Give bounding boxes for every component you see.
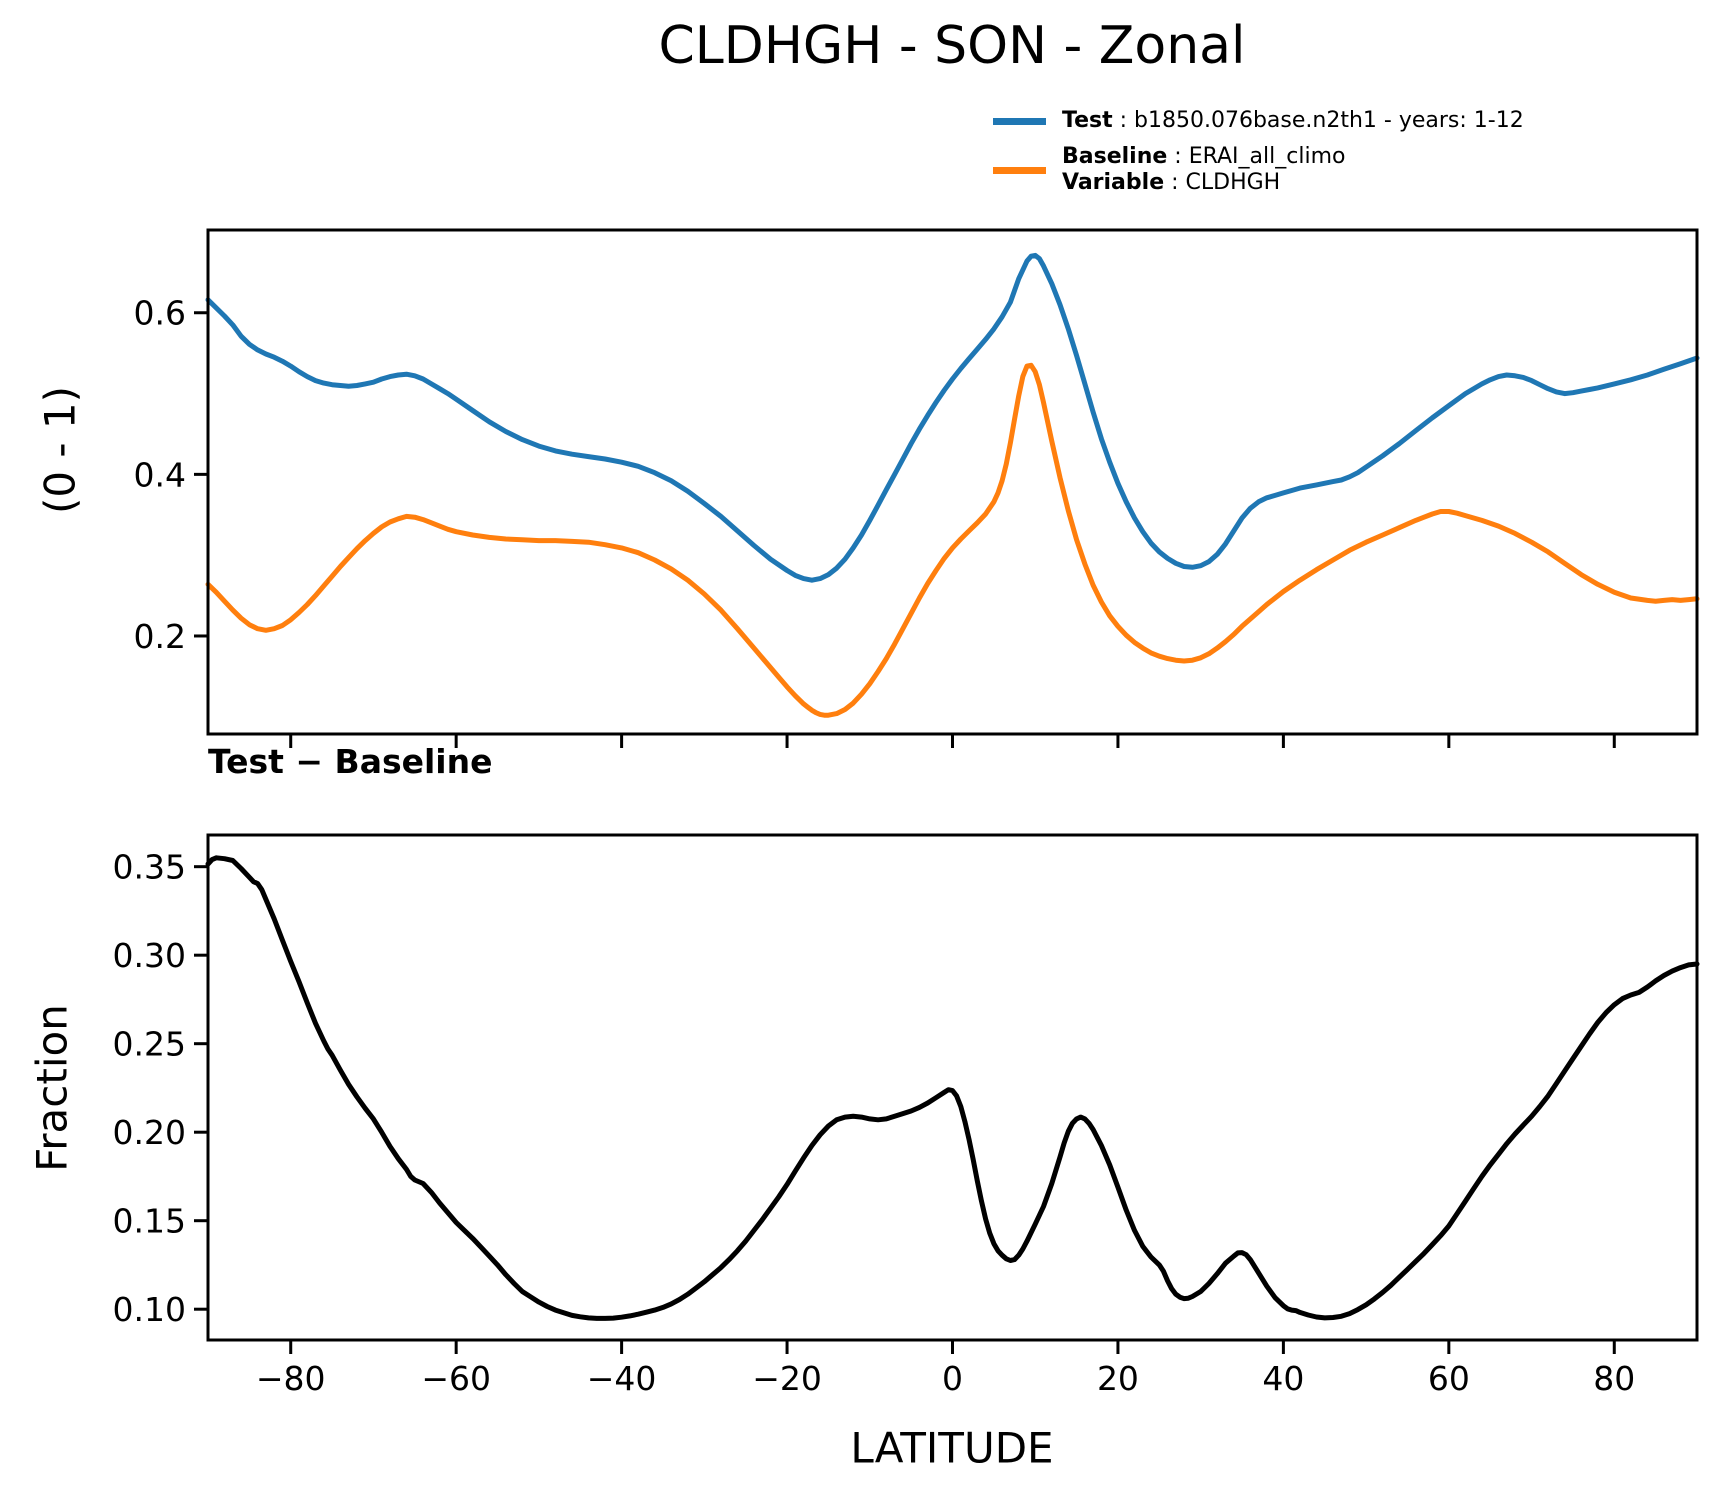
x-tick-label: −20 — [752, 1359, 822, 1398]
legend-value-test: b1850.076base.n2th1 - years: 1-12 — [1134, 108, 1524, 133]
y-tick-label: 0.10 — [113, 1290, 186, 1329]
x-tick-label: 0 — [942, 1359, 963, 1398]
y-tick-label: 0.25 — [113, 1025, 186, 1064]
bottom-panel-ylabel: Fraction — [27, 1004, 77, 1172]
y-tick-label: 0.6 — [134, 294, 186, 333]
x-tick-label: 20 — [1097, 1359, 1139, 1398]
x-tick-label: −40 — [587, 1359, 657, 1398]
legend-label-baseline: Baseline — [1062, 144, 1168, 169]
legend-line-variable: Variable : CLDHGH — [1062, 170, 1345, 196]
x-tick-label: 40 — [1262, 1359, 1304, 1398]
test-line-swatch — [993, 117, 1046, 125]
x-tick-label: −80 — [256, 1359, 326, 1398]
legend-value-baseline: ERAI_all_climo — [1188, 144, 1346, 169]
axes-box — [206, 833, 1699, 1342]
difference-panel-title: Test − Baseline — [208, 742, 493, 781]
legend: Test : b1850.076base.n2th1 - years: 1-12… — [993, 108, 1524, 206]
y-tick-label: 0.4 — [134, 455, 186, 494]
legend-line-baseline: Baseline : ERAI_all_climo — [1062, 144, 1345, 170]
legend-row-baseline: Baseline : ERAI_all_climo Variable : CLD… — [993, 144, 1524, 196]
legend-text-test: Test : b1850.076base.n2th1 - years: 1-12 — [1062, 108, 1524, 134]
x-tick-label: −60 — [421, 1359, 491, 1398]
legend-label-variable: Variable — [1062, 170, 1165, 195]
legend-label-test: Test — [1062, 108, 1113, 133]
legend-sep: : — [1164, 170, 1186, 195]
axes-box — [206, 228, 1699, 736]
y-tick-label: 0.35 — [113, 848, 186, 887]
y-tick-label: 0.30 — [113, 936, 186, 975]
y-tick-label: 0.15 — [113, 1202, 186, 1241]
legend-sep: : — [1167, 144, 1189, 169]
x-tick-label: 60 — [1428, 1359, 1470, 1398]
legend-row-test: Test : b1850.076base.n2th1 - years: 1-12 — [993, 108, 1524, 134]
baseline-line — [205, 362, 1700, 718]
y-tick-label: 0.2 — [134, 617, 186, 656]
baseline-line-swatch — [993, 166, 1046, 174]
x-axis-label: LATITUDE — [850, 1423, 1054, 1473]
test-minus-baseline-line — [205, 855, 1700, 1321]
legend-value-variable: CLDHGH — [1185, 170, 1281, 195]
legend-sep: : — [1112, 108, 1135, 133]
difference-panel: 0.35 0.30 0.25 0.20 0.15 0.10 −80 −60 −40 −20 0 20 4… — [113, 833, 1700, 1398]
zonal-mean-panel: 0.2 0.4 0.6 — [134, 228, 1700, 748]
test-line — [205, 252, 1700, 583]
y-tick-label: 0.20 — [113, 1113, 186, 1152]
top-panel-ylabel: (0 - 1) — [35, 385, 85, 515]
figure-title: CLDHGH - SON - Zonal — [658, 16, 1246, 76]
x-tick-label: 80 — [1593, 1359, 1635, 1398]
legend-text-baseline: Baseline : ERAI_all_climo Variable : CLD… — [1062, 144, 1345, 196]
